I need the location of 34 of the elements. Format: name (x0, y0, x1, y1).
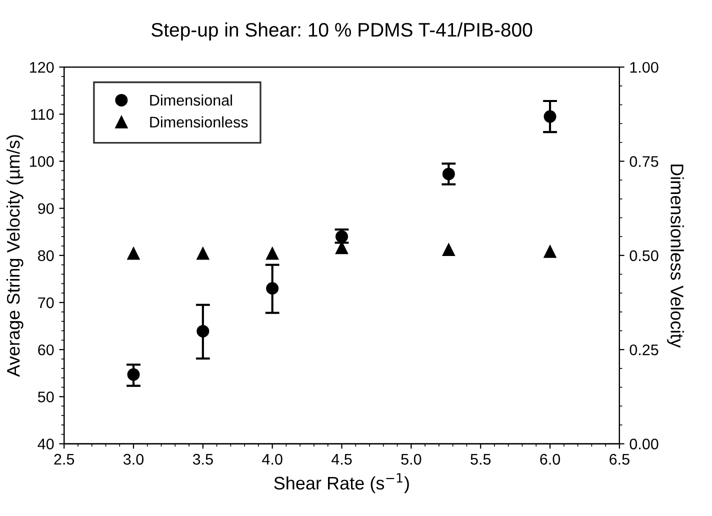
x-tick-label: 2.5 (54, 454, 74, 465)
y2-tick-label: 0.75 (630, 156, 658, 167)
y-tick-label: 90 (38, 203, 54, 214)
legend-label: Dimensionless (150, 116, 248, 128)
y-tick-label: 50 (38, 392, 54, 402)
x-tick-label: 5.0 (401, 454, 422, 465)
legend-label: Dimensional (150, 94, 232, 106)
point (544, 110, 556, 123)
y2-tick-label: 0.00 (630, 438, 658, 450)
y-tick-label: 110 (31, 109, 54, 120)
x-tick-label: 5.5 (470, 454, 491, 465)
y2-tick-label: 0.25 (630, 344, 658, 356)
y-tick-label: 60 (38, 344, 54, 356)
y2-axis-title: Dimensionless Velocity (667, 164, 684, 348)
y-tick-label: 70 (38, 297, 54, 308)
y-tick-label: 40 (38, 438, 54, 450)
x-tick-label: 4.0 (262, 454, 282, 465)
point (266, 282, 279, 295)
x-tick-label: 6.0 (540, 454, 560, 465)
x-tick-label: 3.0 (123, 454, 144, 465)
x-axis-title: Shear Rate (s$^{−1}$) (274, 473, 409, 494)
y-axis-title: Average String Velocity (µm/s) (6, 135, 24, 377)
y-tick-label: 100 (30, 156, 54, 167)
y2-tick-label: 1.00 (630, 62, 658, 73)
x-tick-label: 6.5 (610, 454, 630, 465)
y-tick-label: 80 (38, 250, 54, 262)
point (127, 368, 140, 381)
chart-title: Step-up in Shear: 10 % PDMS T-41/PIB-800 (152, 22, 532, 41)
point (196, 324, 210, 338)
y2-tick-label: 0.50 (630, 250, 658, 262)
x-tick-label: 3.5 (192, 454, 213, 465)
point (442, 168, 455, 180)
x-tick-label: 4.5 (331, 454, 352, 465)
y-tick-label: 120 (30, 62, 54, 73)
